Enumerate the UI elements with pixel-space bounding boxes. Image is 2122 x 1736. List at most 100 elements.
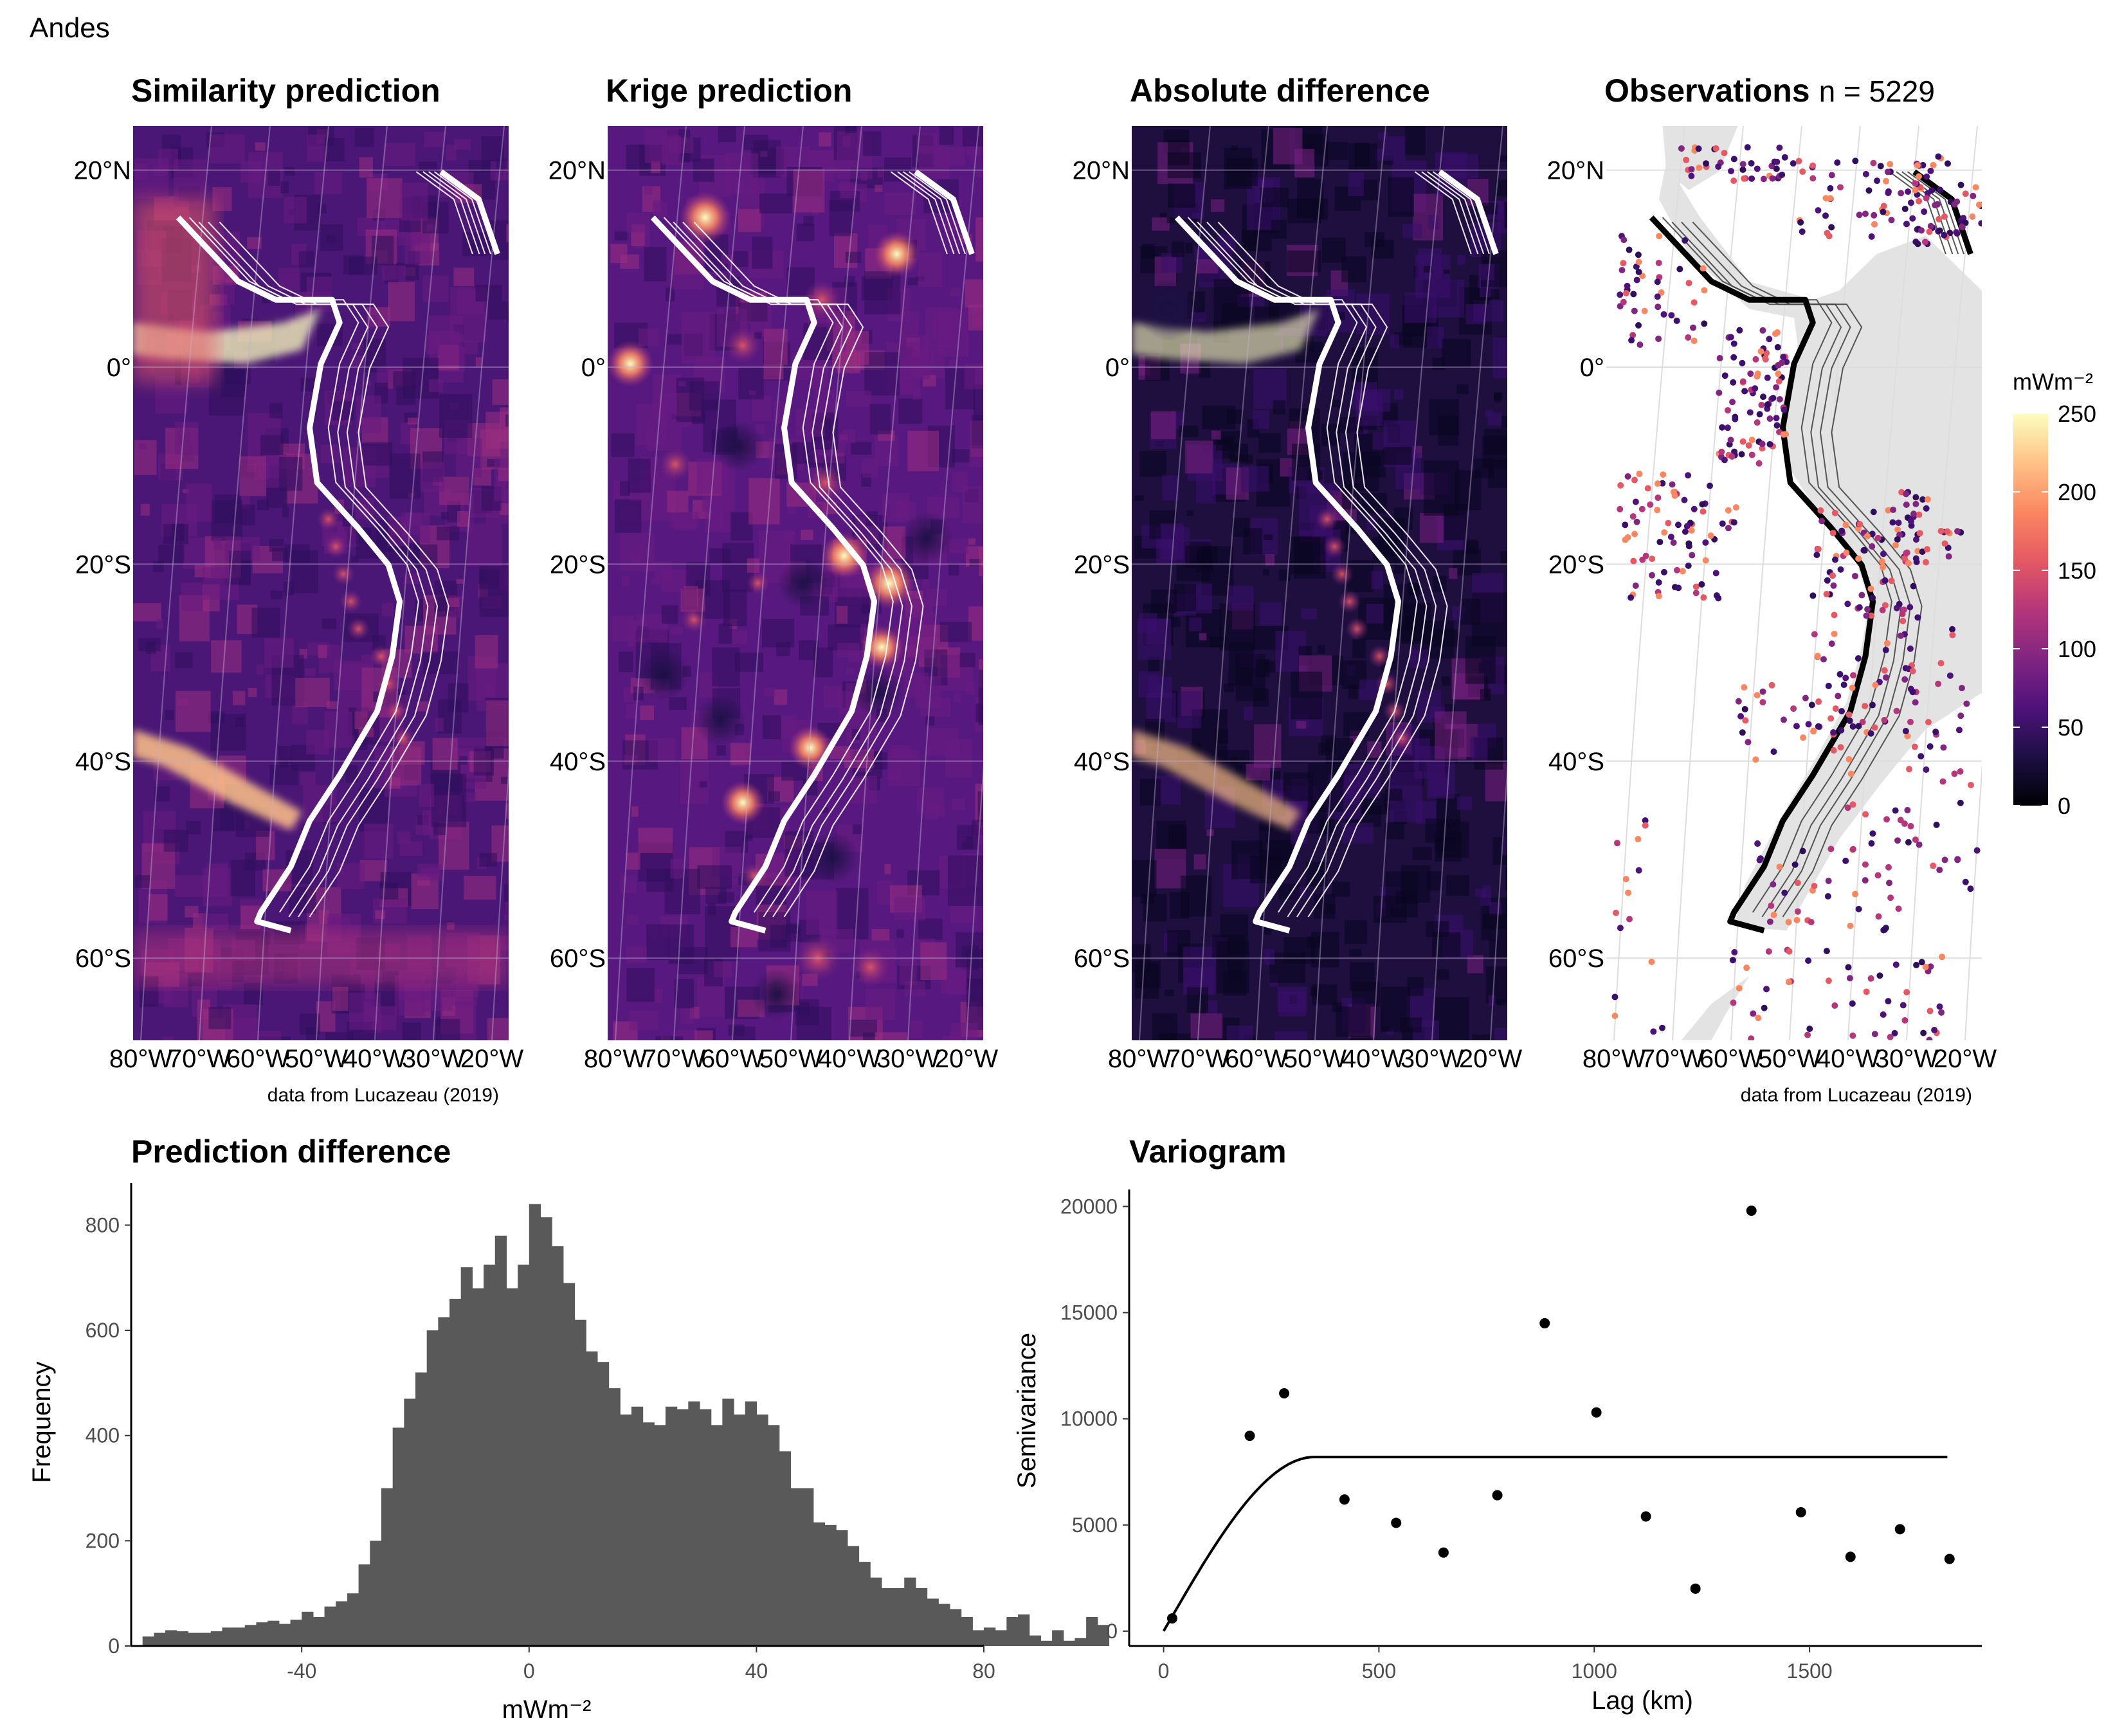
texture-cell	[975, 217, 983, 262]
observation-point	[1673, 566, 1680, 574]
histogram-bar	[597, 1362, 610, 1646]
texture-cell	[968, 445, 983, 467]
observation-point	[1626, 246, 1633, 253]
observation-point	[1852, 158, 1859, 165]
observation-point	[1822, 195, 1829, 202]
texture-cell	[1278, 883, 1300, 900]
observation-point	[1622, 536, 1629, 543]
lon-label: 80°W	[584, 1045, 647, 1073]
histogram-bar	[972, 1630, 984, 1646]
krige-low	[638, 649, 690, 701]
texture-cell	[213, 805, 234, 831]
observation-point	[1759, 699, 1766, 706]
observation-point	[1863, 612, 1870, 619]
texture-cell	[915, 676, 941, 707]
texture-cell	[912, 388, 921, 400]
histogram-bar	[506, 1288, 518, 1646]
lon-label: 70°W	[168, 1045, 231, 1073]
lat-label: 20°S	[550, 550, 606, 579]
observation-point	[1746, 409, 1754, 416]
observation-point	[1747, 370, 1754, 377]
texture-cell	[448, 683, 469, 713]
histogram-bar	[961, 1617, 973, 1646]
texture-cell	[1332, 882, 1350, 897]
texture-cell	[1494, 1027, 1507, 1040]
histogram-bar	[336, 1601, 348, 1646]
observation-point	[1936, 227, 1943, 234]
observation-point	[1892, 541, 1899, 548]
observation-point	[1927, 743, 1934, 750]
lat-label: 60°S	[75, 945, 131, 973]
texture-cell	[644, 246, 667, 282]
texture-cell	[693, 158, 714, 182]
arc-hotspot	[1338, 590, 1361, 613]
texture-cell	[463, 876, 496, 900]
observation-point	[1719, 520, 1726, 527]
lon-label: 70°W	[1641, 1045, 1704, 1073]
observation-point	[1903, 989, 1910, 996]
histogram-bar	[1006, 1617, 1019, 1646]
arc-hotspot	[324, 535, 348, 559]
texture-cell	[278, 457, 303, 491]
observation-point	[1810, 727, 1817, 734]
texture-cell	[504, 883, 509, 915]
krige-hotspot	[725, 327, 761, 364]
texture-cell	[1466, 540, 1480, 554]
texture-cell	[973, 384, 983, 420]
slab-contour-caribbean	[433, 171, 491, 255]
texture-cell	[446, 145, 457, 161]
texture-cell	[163, 524, 189, 545]
texture-cell	[638, 827, 673, 853]
observation-point	[1622, 876, 1629, 883]
variogram-point	[1492, 1490, 1503, 1501]
texture-cell	[764, 687, 775, 697]
observation-point	[1828, 640, 1835, 647]
observation-point	[1903, 491, 1910, 498]
observation-point	[1793, 916, 1800, 923]
observation-point	[1877, 163, 1884, 170]
observation-point	[1932, 728, 1939, 736]
texture-cell	[1223, 971, 1247, 996]
colorbar-legend: mWm⁻² 0 50 100 150 200 250	[2013, 368, 2096, 819]
observation-point	[1739, 438, 1746, 445]
observation-point	[1660, 568, 1667, 575]
observation-point	[1894, 526, 1901, 533]
graticule-lon	[374, 126, 446, 1040]
observation-point	[1624, 473, 1631, 480]
texture-cell	[651, 161, 660, 174]
histogram-bar	[893, 1588, 905, 1646]
observation-point	[1654, 480, 1661, 487]
texture-cell	[916, 133, 938, 155]
observation-point	[1907, 645, 1914, 652]
texture-cell	[1496, 999, 1505, 1006]
texture-cell	[1356, 293, 1390, 335]
observation-point	[1825, 878, 1832, 885]
texture-cell	[884, 192, 916, 215]
observation-point	[1725, 525, 1732, 532]
texture-cell	[1472, 1034, 1492, 1040]
observation-point	[1869, 543, 1876, 550]
observation-point	[1727, 437, 1734, 444]
observation-point	[1827, 715, 1835, 722]
texture-cell	[440, 512, 449, 520]
observation-point	[1748, 1035, 1755, 1040]
observation-point	[1911, 743, 1918, 750]
texture-cell	[456, 438, 482, 478]
texture-cell	[1489, 901, 1502, 916]
texture-cell	[667, 334, 683, 345]
lat-label: 60°S	[1074, 945, 1130, 973]
observation-point	[1914, 548, 1921, 555]
texture-cell	[154, 786, 170, 802]
texture-cell	[485, 411, 509, 449]
observation-point	[1912, 180, 1919, 187]
observation-point	[1730, 379, 1737, 386]
krige-hotspot	[821, 532, 867, 579]
lat-label: 20°N	[549, 157, 606, 185]
variogram-y-tick-label: 15000	[1060, 1301, 1118, 1325]
observation-point	[1660, 311, 1667, 318]
krige-low	[852, 667, 904, 719]
observation-point	[1795, 158, 1802, 165]
observation-point	[1632, 498, 1639, 505]
texture-cell	[1227, 585, 1254, 611]
observation-point	[1923, 195, 1930, 202]
